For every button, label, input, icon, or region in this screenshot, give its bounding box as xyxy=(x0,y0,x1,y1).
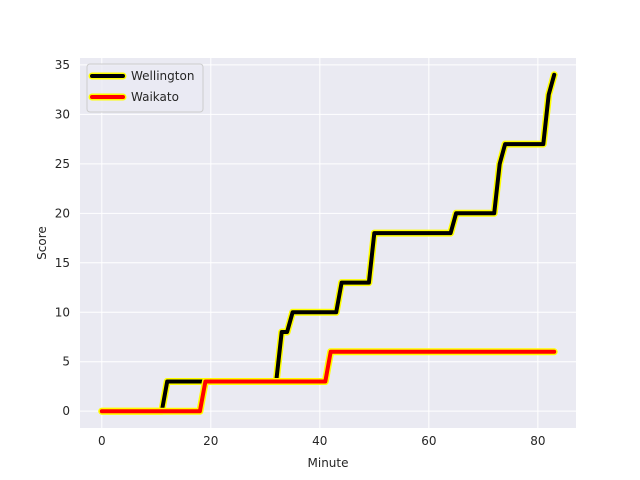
x-ticks: 0 20 40 60 80 xyxy=(98,434,546,448)
y-ticks: 0 5 10 15 20 25 30 35 xyxy=(55,58,70,418)
x-tick-label: 20 xyxy=(203,434,218,448)
series-lines xyxy=(98,71,558,415)
y-tick-label: 30 xyxy=(55,107,70,121)
y-tick-label: 20 xyxy=(55,206,70,220)
y-tick-label: 25 xyxy=(55,157,70,171)
x-tick-label: 80 xyxy=(530,434,545,448)
legend-label-wellington: Wellington xyxy=(131,69,194,83)
x-tick-label: 60 xyxy=(421,434,436,448)
legend-label-waikato: Waikato xyxy=(131,90,179,104)
y-tick-label: 0 xyxy=(62,404,70,418)
y-tick-label: 15 xyxy=(55,256,70,270)
x-tick-label: 40 xyxy=(312,434,327,448)
x-axis-label: Minute xyxy=(308,456,349,470)
series-line-waikato xyxy=(99,349,557,414)
y-axis-label: Score xyxy=(35,226,49,260)
y-tick-label: 5 xyxy=(62,355,70,369)
y-tick-label: 10 xyxy=(55,305,70,319)
x-tick-label: 0 xyxy=(98,434,106,448)
y-tick-label: 35 xyxy=(55,58,70,72)
legend: Wellington Waikato xyxy=(86,63,204,113)
